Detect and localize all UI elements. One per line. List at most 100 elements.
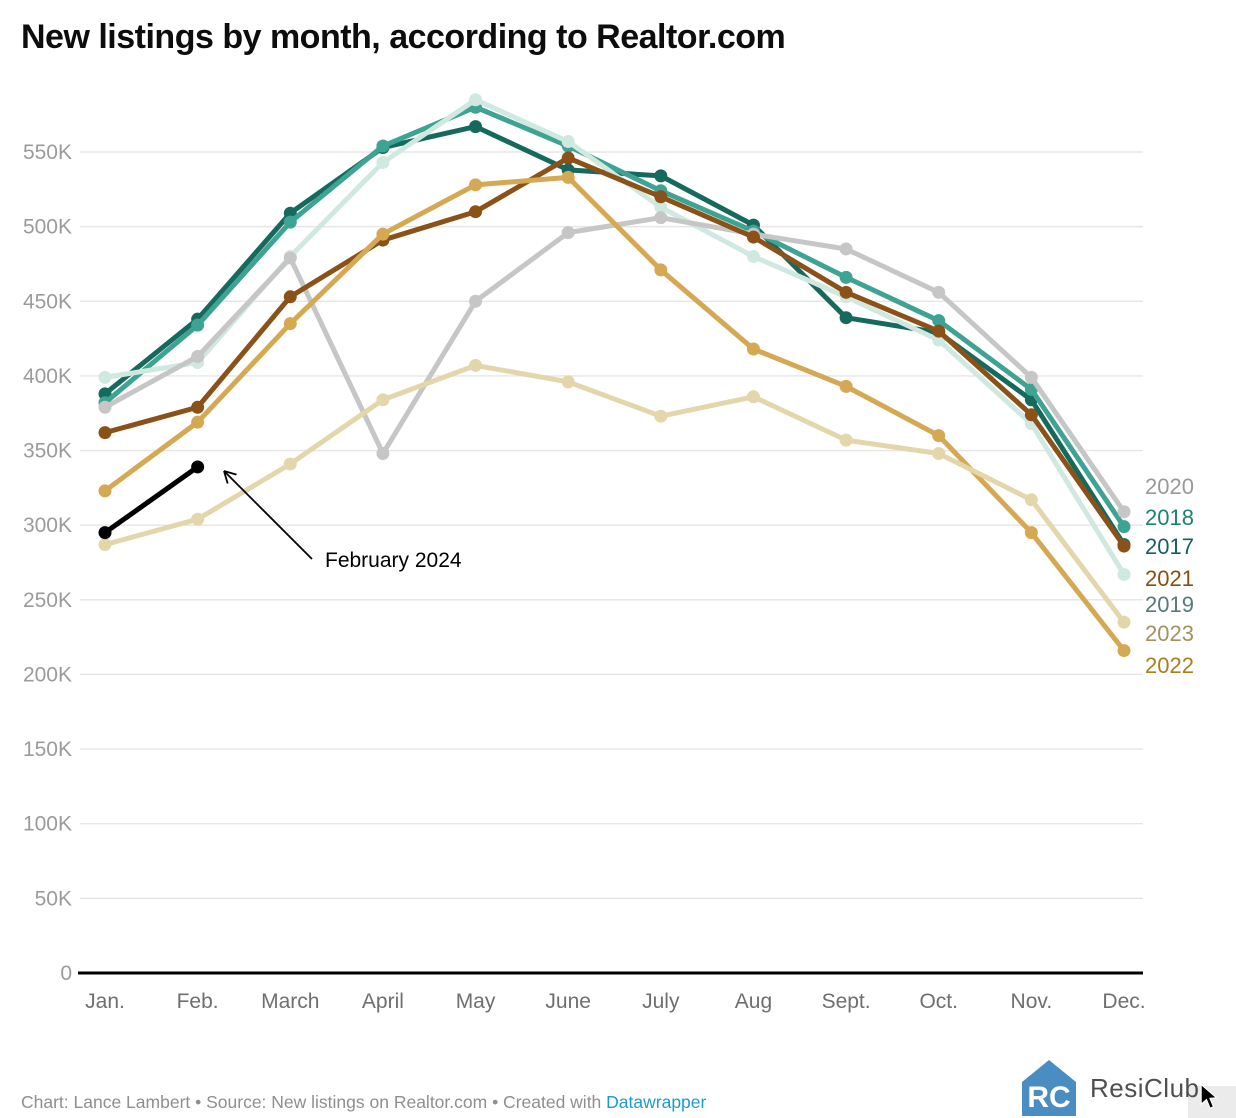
x-tick-label: May bbox=[456, 990, 496, 1013]
datawrapper-link[interactable]: Datawrapper bbox=[606, 1092, 707, 1112]
data-point-2021[interactable] bbox=[561, 151, 575, 165]
data-point-2024[interactable] bbox=[191, 460, 205, 474]
y-tick-label: 350K bbox=[23, 440, 72, 463]
y-tick-label: 0 bbox=[60, 962, 72, 985]
data-point-2021[interactable] bbox=[654, 190, 668, 204]
annotation-arrowhead bbox=[223, 470, 237, 476]
data-point-2022[interactable] bbox=[98, 484, 112, 498]
y-tick-label: 300K bbox=[23, 514, 72, 537]
data-point-2018[interactable] bbox=[283, 215, 297, 229]
data-point-2023[interactable] bbox=[283, 457, 297, 471]
data-point-2020[interactable] bbox=[932, 285, 946, 299]
x-tick-label: June bbox=[545, 990, 591, 1013]
data-point-2020[interactable] bbox=[561, 226, 575, 240]
data-point-2022[interactable] bbox=[283, 317, 297, 331]
data-point-2018[interactable] bbox=[839, 270, 853, 284]
data-point-2023[interactable] bbox=[191, 512, 205, 526]
data-point-2019[interactable] bbox=[654, 200, 668, 214]
data-point-2021[interactable] bbox=[1117, 539, 1131, 553]
x-tick-label: Nov. bbox=[1011, 990, 1053, 1013]
data-point-2018[interactable] bbox=[376, 139, 390, 153]
data-point-2023[interactable] bbox=[932, 447, 946, 461]
data-point-2020[interactable] bbox=[469, 294, 483, 308]
data-point-2021[interactable] bbox=[1024, 408, 1038, 422]
legend-label-2017: 2017 bbox=[1145, 534, 1194, 559]
annotation-arrow bbox=[223, 470, 313, 560]
legend-label-2018: 2018 bbox=[1145, 505, 1194, 530]
y-tick-label: 250K bbox=[23, 589, 72, 612]
data-point-2017[interactable] bbox=[469, 120, 483, 134]
legend-label-2023: 2023 bbox=[1145, 621, 1194, 646]
data-point-2018[interactable] bbox=[191, 318, 205, 332]
data-point-2020[interactable] bbox=[654, 211, 668, 225]
data-point-2022[interactable] bbox=[561, 170, 575, 184]
y-tick-label: 500K bbox=[23, 216, 72, 239]
data-point-2019[interactable] bbox=[469, 93, 483, 107]
data-point-2022[interactable] bbox=[191, 415, 205, 429]
series-line-2024 bbox=[102, 464, 201, 536]
data-point-2017[interactable] bbox=[839, 311, 853, 325]
data-point-2020[interactable] bbox=[376, 447, 390, 461]
y-tick-label: 200K bbox=[23, 663, 72, 686]
data-point-2019[interactable] bbox=[98, 370, 112, 384]
data-point-2021[interactable] bbox=[191, 400, 205, 414]
data-point-2021[interactable] bbox=[932, 324, 946, 338]
data-point-2022[interactable] bbox=[654, 263, 668, 277]
data-point-2020[interactable] bbox=[1117, 505, 1131, 519]
x-tick-label: July bbox=[642, 990, 680, 1013]
data-point-2018[interactable] bbox=[1117, 520, 1131, 534]
data-point-2020[interactable] bbox=[98, 400, 112, 414]
data-point-2022[interactable] bbox=[1117, 644, 1131, 658]
data-point-2021[interactable] bbox=[283, 290, 297, 304]
data-point-2023[interactable] bbox=[1117, 615, 1131, 629]
footer-text: Chart: Lance Lambert • Source: New listi… bbox=[21, 1092, 607, 1112]
data-point-2023[interactable] bbox=[746, 390, 760, 404]
data-point-2019[interactable] bbox=[746, 249, 760, 263]
data-point-2020[interactable] bbox=[839, 242, 853, 256]
data-point-2021[interactable] bbox=[746, 230, 760, 244]
data-point-2019[interactable] bbox=[376, 155, 390, 169]
data-point-2021[interactable] bbox=[98, 426, 112, 440]
chart-title: New listings by month, according to Real… bbox=[21, 18, 786, 56]
series-line-2018 bbox=[102, 104, 1127, 530]
data-point-2023[interactable] bbox=[98, 538, 112, 552]
logo-text: ResiClub bbox=[1090, 1072, 1200, 1103]
y-tick-label: 400K bbox=[23, 365, 72, 388]
data-point-2022[interactable] bbox=[1024, 526, 1038, 540]
data-point-2019[interactable] bbox=[1117, 567, 1131, 581]
annotation-february-2024: February 2024 bbox=[325, 549, 462, 572]
y-tick-label: 550K bbox=[23, 141, 72, 164]
data-point-2019[interactable] bbox=[561, 135, 575, 149]
y-tick-label: 50K bbox=[35, 887, 72, 910]
data-point-2024[interactable] bbox=[98, 526, 112, 540]
annotation-arrowhead bbox=[223, 470, 229, 484]
data-point-2022[interactable] bbox=[932, 429, 946, 443]
series-line-2022 bbox=[102, 174, 1127, 654]
data-point-2023[interactable] bbox=[839, 433, 853, 447]
data-point-2023[interactable] bbox=[376, 393, 390, 407]
data-point-2020[interactable] bbox=[283, 251, 297, 265]
data-point-2017[interactable] bbox=[654, 169, 668, 183]
y-tick-label: 100K bbox=[23, 813, 72, 836]
data-point-2020[interactable] bbox=[1024, 370, 1038, 384]
data-point-2021[interactable] bbox=[839, 285, 853, 299]
data-point-2023[interactable] bbox=[561, 375, 575, 389]
data-point-2021[interactable] bbox=[469, 205, 483, 219]
data-point-2022[interactable] bbox=[746, 342, 760, 356]
data-point-2022[interactable] bbox=[839, 379, 853, 393]
data-point-2020[interactable] bbox=[191, 350, 205, 364]
data-point-2022[interactable] bbox=[376, 227, 390, 241]
data-point-2023[interactable] bbox=[1024, 493, 1038, 507]
x-tick-label: Sept. bbox=[822, 990, 871, 1013]
legend-label-2021: 2021 bbox=[1145, 566, 1194, 591]
data-point-2023[interactable] bbox=[654, 409, 668, 423]
x-tick-label: April bbox=[362, 990, 404, 1013]
legend-label-2020: 2020 bbox=[1145, 474, 1194, 499]
data-point-2023[interactable] bbox=[469, 358, 483, 372]
x-tick-label: Feb. bbox=[177, 990, 219, 1013]
data-point-2022[interactable] bbox=[469, 178, 483, 192]
x-tick-label: March bbox=[261, 990, 319, 1013]
data-point-2018[interactable] bbox=[932, 314, 946, 328]
